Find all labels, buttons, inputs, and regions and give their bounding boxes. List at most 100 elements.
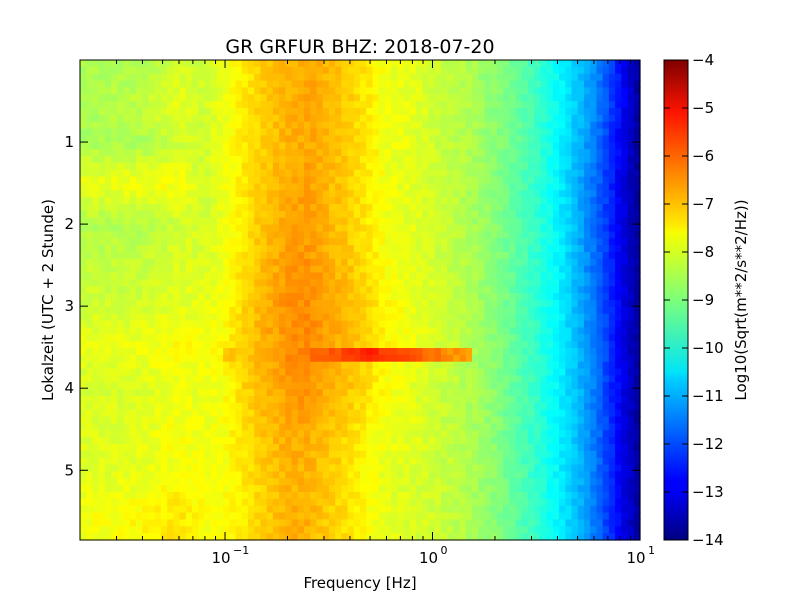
heatmap-cell <box>129 327 137 335</box>
heatmap-cell <box>416 265 423 274</box>
heatmap-cell <box>123 238 131 246</box>
heatmap-cell <box>198 279 206 287</box>
heatmap-cell <box>378 149 386 157</box>
heatmap-cell <box>304 60 311 68</box>
heatmap-cell <box>173 80 181 89</box>
heatmap-cell <box>123 361 131 370</box>
heatmap-cell <box>210 313 218 322</box>
heatmap-cell <box>571 80 579 89</box>
heatmap-cell <box>559 217 566 226</box>
heatmap-cell <box>416 348 423 356</box>
heatmap-cell <box>291 114 299 123</box>
heatmap-cell <box>434 224 442 233</box>
heatmap-cell <box>465 258 473 267</box>
heatmap-cell <box>615 121 622 130</box>
heatmap-cell <box>148 231 156 239</box>
heatmap-cell <box>422 279 430 287</box>
heatmap-cell <box>447 156 454 164</box>
heatmap-cell <box>173 252 181 260</box>
heatmap-cell <box>528 300 535 308</box>
heatmap-cell <box>167 156 174 164</box>
heatmap-cell <box>123 430 131 438</box>
heatmap-cell <box>266 286 274 294</box>
heatmap-cell <box>509 156 517 164</box>
heatmap-cell <box>310 348 318 356</box>
heatmap-cell <box>378 375 386 383</box>
heatmap-cell <box>248 348 255 356</box>
heatmap-cell <box>372 217 380 226</box>
heatmap-cell <box>291 156 299 164</box>
heatmap-cell <box>260 293 268 301</box>
heatmap-cell <box>627 162 635 171</box>
heatmap-cell <box>297 396 305 404</box>
heatmap-cell <box>229 327 237 335</box>
heatmap-cell <box>179 334 187 342</box>
heatmap-cell <box>552 252 560 260</box>
heatmap-cell <box>192 197 199 205</box>
heatmap-cell <box>633 204 641 212</box>
heatmap-cell <box>123 300 131 308</box>
heatmap-cell <box>173 389 181 397</box>
heatmap-cell <box>322 272 330 281</box>
heatmap-cell <box>304 101 311 109</box>
heatmap-cell <box>173 156 181 164</box>
heatmap-cell <box>129 382 137 390</box>
heatmap-cell <box>104 73 112 82</box>
heatmap-cell <box>584 430 591 438</box>
heatmap-cell <box>310 135 318 143</box>
heatmap-cell <box>304 128 311 137</box>
heatmap-cell <box>98 437 106 445</box>
heatmap-cell <box>328 94 336 102</box>
heatmap-cell <box>154 190 162 198</box>
heatmap-cell <box>98 197 106 205</box>
heatmap-cell <box>260 176 268 185</box>
heatmap-cell <box>608 382 616 390</box>
heatmap-cell <box>447 231 454 239</box>
heatmap-cell <box>503 286 510 294</box>
heatmap-cell <box>260 382 268 390</box>
heatmap-cell <box>615 108 622 116</box>
heatmap-cell <box>142 348 150 356</box>
heatmap-cell <box>378 197 386 205</box>
heatmap-cell <box>322 286 330 294</box>
heatmap-cell <box>136 101 143 109</box>
heatmap-cell <box>453 169 461 178</box>
heatmap-cell <box>590 313 598 322</box>
heatmap-cell <box>360 217 367 226</box>
heatmap-cell <box>509 210 517 219</box>
heatmap-cell <box>98 258 106 267</box>
heatmap-cell <box>92 190 100 198</box>
heatmap-cell <box>515 231 523 239</box>
heatmap-cell <box>391 217 398 226</box>
heatmap-cell <box>198 313 206 322</box>
heatmap-cell <box>621 87 629 95</box>
heatmap-cell <box>571 416 579 425</box>
heatmap-cell <box>615 382 622 390</box>
heatmap-cell <box>310 204 318 212</box>
heatmap-cell <box>160 293 168 301</box>
heatmap-cell <box>384 409 392 418</box>
heatmap-cell <box>428 430 436 438</box>
heatmap-cell <box>584 375 591 383</box>
heatmap-cell <box>353 204 361 212</box>
heatmap-cell <box>266 114 274 123</box>
heatmap-cell <box>129 300 137 308</box>
heatmap-cell <box>552 382 560 390</box>
heatmap-cell <box>633 389 641 397</box>
heatmap-cell <box>235 293 243 301</box>
heatmap-cell <box>347 361 355 370</box>
heatmap-cell <box>241 197 249 205</box>
heatmap-cell <box>397 73 405 82</box>
heatmap-cell <box>484 238 492 246</box>
heatmap-cell <box>515 402 523 411</box>
heatmap-cell <box>266 94 274 102</box>
heatmap-cell <box>590 327 598 335</box>
heatmap-cell <box>297 162 305 171</box>
heatmap-cell <box>98 183 106 191</box>
heatmap-cell <box>192 245 199 253</box>
heatmap-cell <box>416 320 423 329</box>
heatmap-cell <box>465 430 473 438</box>
heatmap-cell <box>229 80 237 89</box>
heatmap-cell <box>241 66 249 75</box>
heatmap-cell <box>198 293 206 301</box>
